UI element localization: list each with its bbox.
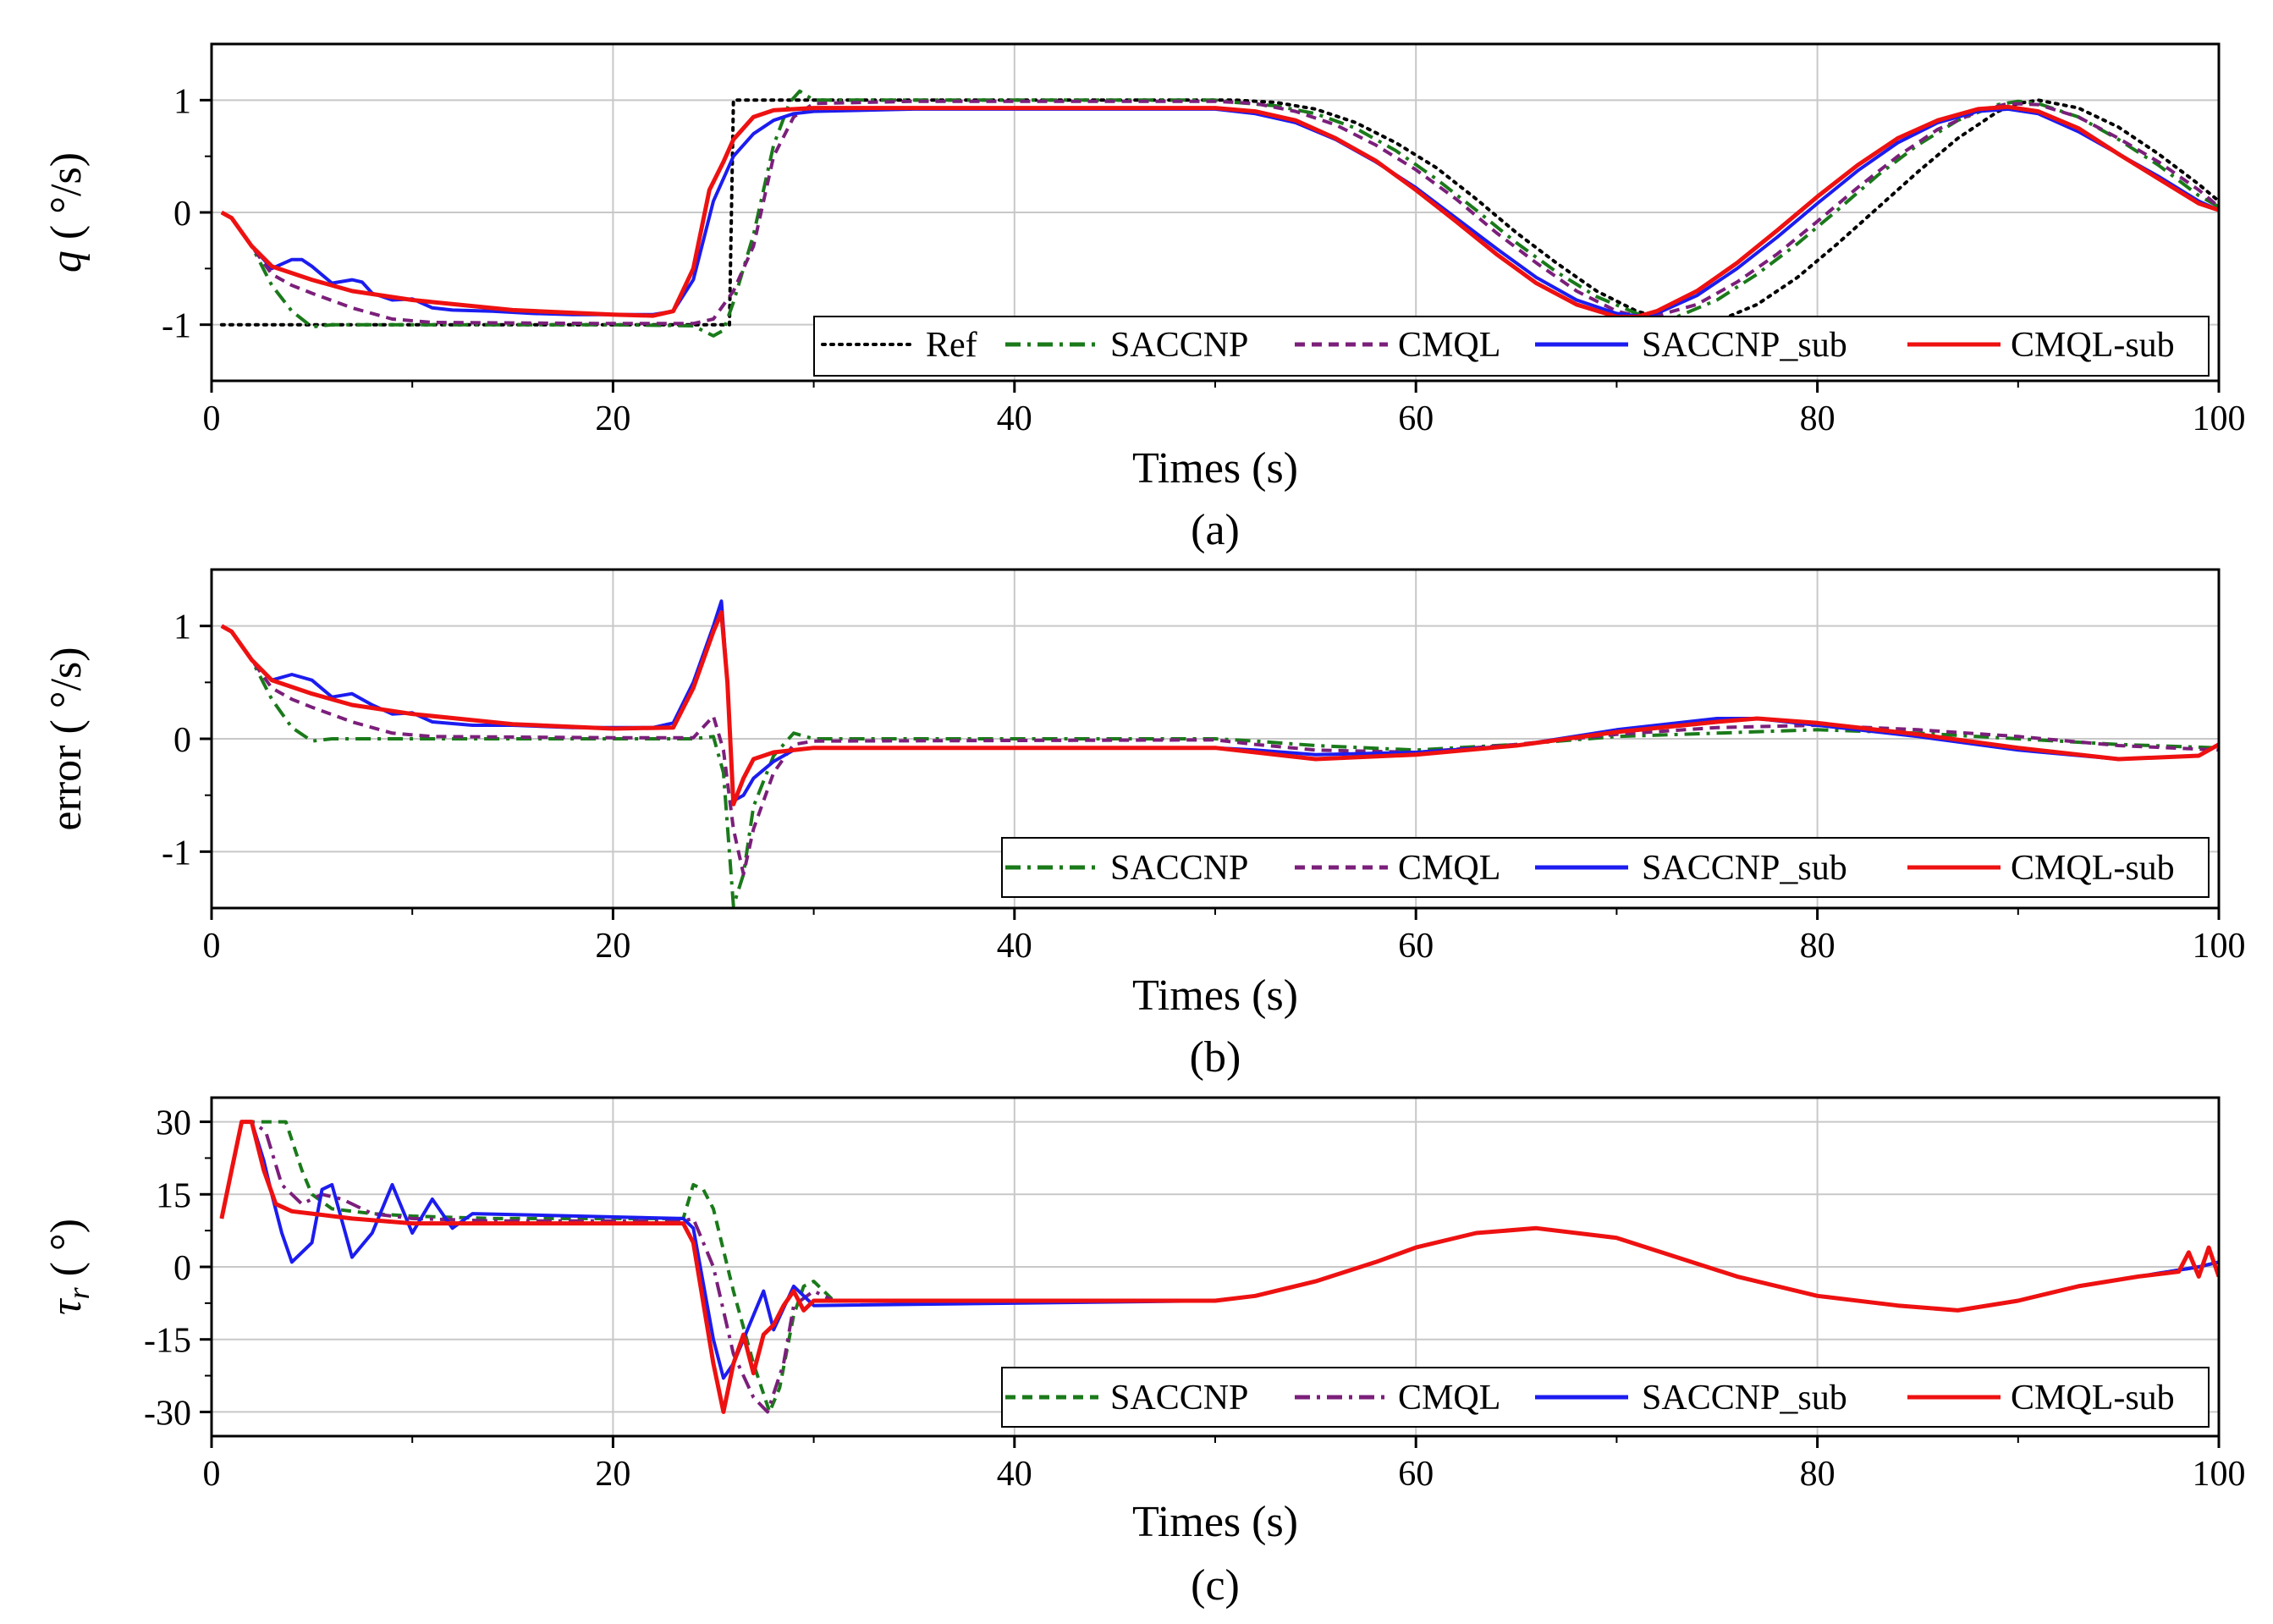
series-line-cmql-sub-a bbox=[220, 104, 2219, 319]
legend-label-saccnp-sub-b: SACCNP_sub bbox=[1642, 849, 1847, 888]
y-tick-label: 0 bbox=[173, 721, 191, 760]
legend-label-cmql-b: CMQL bbox=[1398, 849, 1500, 888]
x-tick-label: 20 bbox=[595, 927, 630, 966]
legend-item-saccnp-c: SACCNP bbox=[1005, 1379, 1248, 1418]
legend-item-saccnp-sub-c: SACCNP_sub bbox=[1535, 1379, 1847, 1418]
y-tick-label: -30 bbox=[144, 1394, 191, 1433]
series-line-cmql-sub-b bbox=[220, 610, 2219, 806]
y-tick-label: -1 bbox=[162, 307, 191, 346]
y-tick-label: 15 bbox=[156, 1176, 191, 1215]
panel-b: 0 20 40 60 80 100 -1 0 1 Times (s) error ( °/s)… bbox=[42, 568, 2246, 1082]
x-tick-label: 80 bbox=[1800, 1455, 1835, 1494]
legend-label-saccnp-b: SACCNP bbox=[1110, 849, 1248, 888]
x-tick-label: 40 bbox=[997, 927, 1032, 966]
x-tick-label: 20 bbox=[595, 1455, 630, 1494]
series-line-cmql-b bbox=[220, 624, 2219, 876]
x-tick-label: 0 bbox=[203, 927, 221, 966]
y-tick-label: -1 bbox=[162, 834, 191, 873]
series-c bbox=[219, 1120, 2219, 1414]
x-tick-label: 0 bbox=[203, 399, 221, 438]
series-a bbox=[219, 89, 2219, 338]
caption-b: (b) bbox=[1190, 1033, 1241, 1082]
legend-item-cmql-c: CMQL bbox=[1295, 1379, 1500, 1418]
panel-a: 0 20 40 60 80 100 -1 0 1 Times (s) q ( °/s) (a)… bbox=[42, 42, 2246, 554]
x-tick-label: 40 bbox=[997, 399, 1032, 438]
series-line-saccnp-a bbox=[220, 89, 2219, 338]
x-tick-label: 60 bbox=[1398, 399, 1434, 438]
legend-item-cmql-sub-b: CMQL-sub bbox=[1907, 849, 2175, 888]
legend-c: SACCNP CMQL SACCNP_sub CMQL-sub bbox=[1001, 1367, 2210, 1428]
legend-item-saccnp-b: SACCNP bbox=[1005, 849, 1248, 888]
yticks-c: -30 -15 0 15 30 bbox=[144, 1104, 212, 1433]
legend-a: Ref SACCNP CMQL SACCNP_sub CMQL-sub bbox=[813, 316, 2210, 377]
series-line-cmql-a bbox=[220, 99, 2219, 326]
x-tick-label: 80 bbox=[1800, 927, 1835, 966]
legend-label-saccnp-a: SACCNP bbox=[1110, 326, 1248, 365]
legend-item-ref-a: Ref bbox=[821, 326, 977, 365]
x-tick-label: 100 bbox=[2193, 1455, 2246, 1494]
y-tick-label: 1 bbox=[173, 608, 191, 647]
series-line-ref-a bbox=[219, 98, 2219, 327]
legend-b: SACCNP CMQL SACCNP_sub CMQL-sub bbox=[1001, 837, 2210, 898]
panel-c: 0 20 40 60 80 100 -30 -15 0 15 30 Times (s) τr ( … bbox=[42, 1096, 2246, 1610]
x-tick-label: 60 bbox=[1398, 1455, 1434, 1494]
xlabel-a: Times (s) bbox=[1132, 444, 1298, 493]
series-line-cmql-c bbox=[219, 1120, 2219, 1414]
yticks-a: -1 0 1 bbox=[162, 82, 212, 346]
y-tick-label: 1 bbox=[173, 82, 191, 121]
xticks-b: 0 20 40 60 80 100 bbox=[203, 908, 2246, 966]
series-line-cmql-sub-c bbox=[219, 1120, 2219, 1414]
y-tick-label: 0 bbox=[173, 195, 191, 234]
xlabel-b: Times (s) bbox=[1132, 972, 1298, 1020]
series-line-saccnp-b bbox=[220, 624, 2219, 908]
legend-label-ref-a: Ref bbox=[926, 326, 977, 365]
x-tick-label: 0 bbox=[203, 1455, 221, 1494]
legend-label-cmql-c: CMQL bbox=[1398, 1379, 1500, 1418]
legend-item-saccnp-a: SACCNP bbox=[1005, 326, 1248, 365]
legend-label-cmql-a: CMQL bbox=[1398, 326, 1500, 365]
y-tick-label: -15 bbox=[144, 1322, 191, 1361]
caption-c: (c) bbox=[1191, 1561, 1240, 1610]
legend-label-saccnp-sub-c: SACCNP_sub bbox=[1642, 1379, 1847, 1418]
legend-label-cmql-sub-b: CMQL-sub bbox=[2011, 849, 2175, 888]
ylabel-a: q ( °/s) bbox=[42, 152, 91, 273]
legend-item-saccnp-sub-a: SACCNP_sub bbox=[1535, 326, 1847, 365]
series-b bbox=[220, 599, 2219, 908]
legend-item-saccnp-sub-b: SACCNP_sub bbox=[1535, 849, 1847, 888]
ylabel-c: τr ( °) bbox=[42, 1219, 96, 1315]
legend-item-cmql-sub-c: CMQL-sub bbox=[1907, 1379, 2175, 1418]
legend-label-saccnp-sub-a: SACCNP_sub bbox=[1642, 326, 1847, 365]
xticks-a: 0 20 40 60 80 100 bbox=[203, 381, 2246, 438]
legend-item-cmql-a: CMQL bbox=[1295, 326, 1500, 365]
legend-label-cmql-sub-a: CMQL-sub bbox=[2011, 326, 2175, 365]
legend-label-saccnp-c: SACCNP bbox=[1110, 1379, 1248, 1418]
yticks-b: -1 0 1 bbox=[162, 608, 212, 873]
ylabel-b: error ( °/s) bbox=[42, 647, 91, 830]
x-tick-label: 20 bbox=[595, 399, 630, 438]
caption-a: (a) bbox=[1191, 506, 1240, 554]
x-tick-label: 100 bbox=[2193, 927, 2246, 966]
x-tick-label: 40 bbox=[997, 1455, 1032, 1494]
series-line-saccnp-c bbox=[219, 1120, 2219, 1414]
xticks-c: 0 20 40 60 80 100 bbox=[203, 1436, 2246, 1494]
y-tick-label: 30 bbox=[156, 1104, 191, 1143]
x-tick-label: 60 bbox=[1398, 927, 1434, 966]
x-tick-label: 80 bbox=[1800, 399, 1835, 438]
x-tick-label: 100 bbox=[2193, 399, 2246, 438]
y-tick-label: 0 bbox=[173, 1249, 191, 1288]
legend-item-cmql-sub-a: CMQL-sub bbox=[1907, 326, 2175, 365]
xlabel-c: Times (s) bbox=[1132, 1498, 1298, 1546]
legend-item-cmql-b: CMQL bbox=[1295, 849, 1500, 888]
legend-label-cmql-sub-c: CMQL-sub bbox=[2011, 1379, 2175, 1418]
